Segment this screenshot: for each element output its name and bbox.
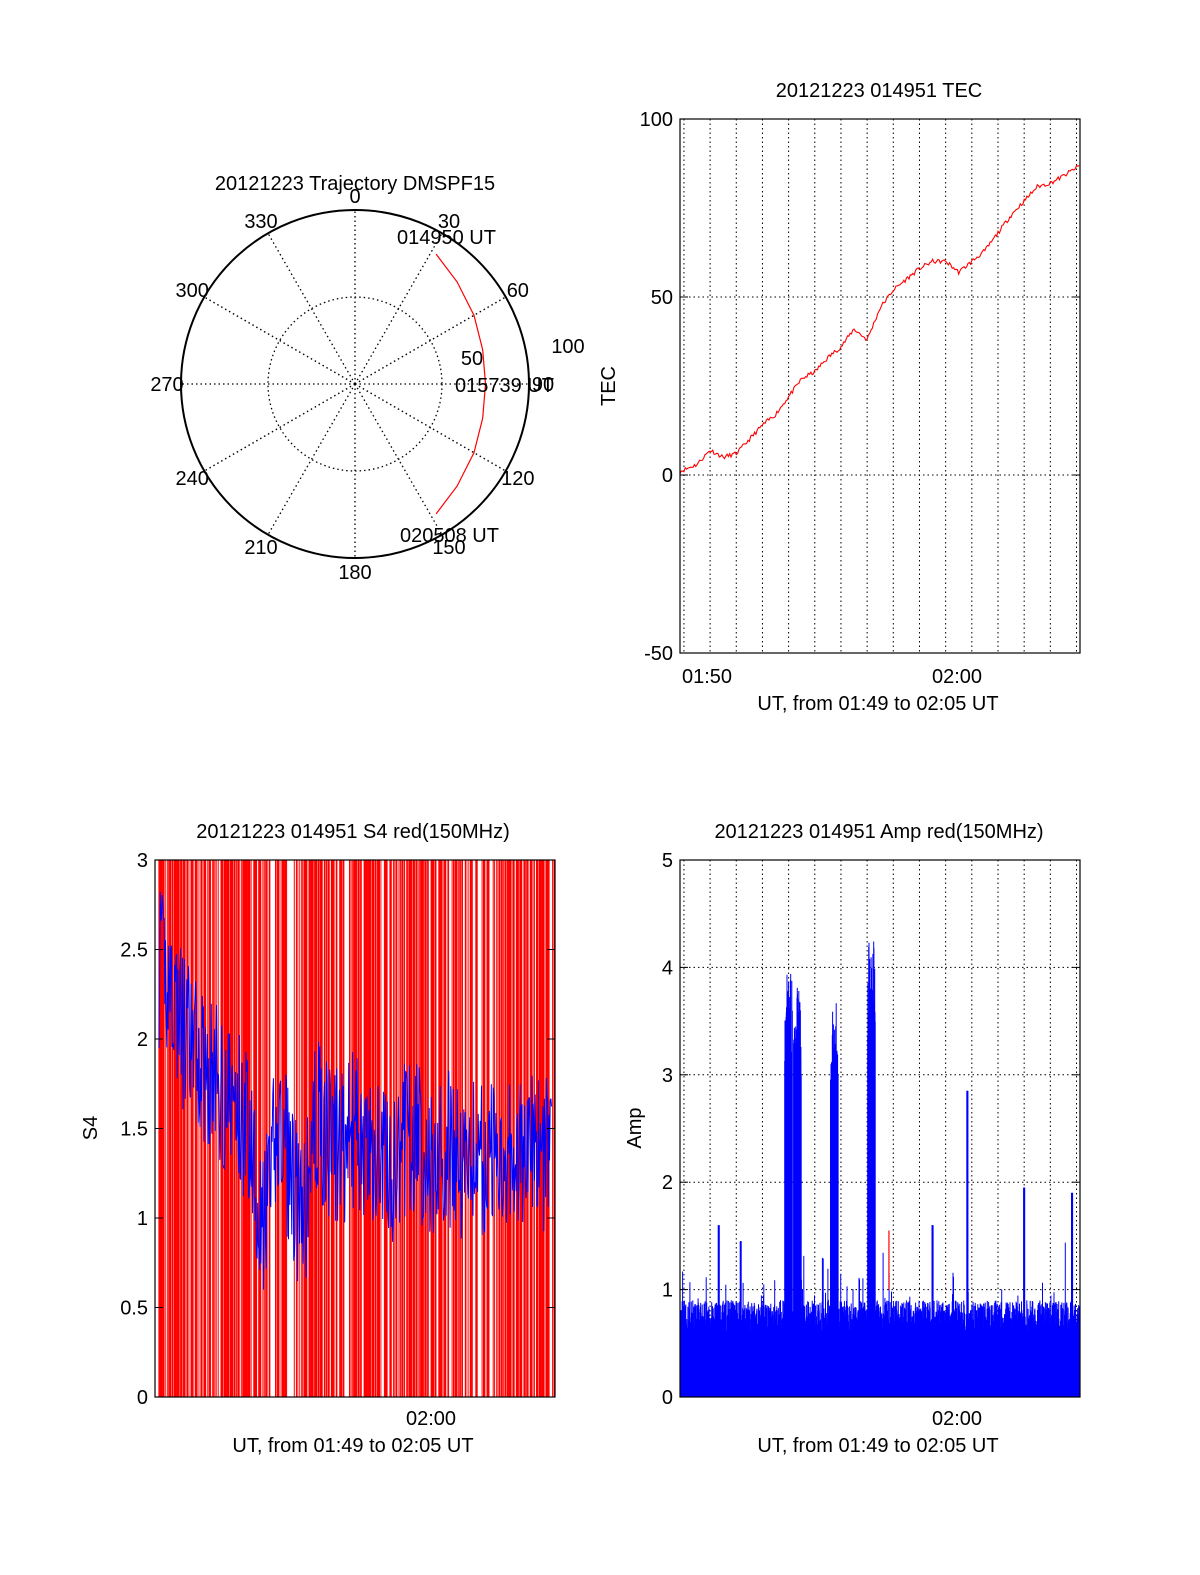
polar-angle-label-150: 150 <box>432 537 465 559</box>
polar-angle-label-210: 210 <box>244 537 277 559</box>
tec-ytick-label: -50 <box>644 643 673 665</box>
polar-angle-label-60: 60 <box>507 280 529 302</box>
amp-axes-frame <box>679 859 1081 1398</box>
amp-ylabel: Amp <box>624 1107 646 1148</box>
polar-angle-label-330: 330 <box>244 211 277 233</box>
tec-plot-area: -50 0 50 100 <box>640 109 1081 665</box>
polar-angle-label-300: 300 <box>175 280 208 302</box>
amp-ytick-label: 2 <box>662 1172 673 1194</box>
polar-spoke-60 <box>354 296 507 385</box>
amp-plot-area: 0 1 2 3 4 5 <box>662 850 1081 1409</box>
polar-spoke-240 <box>203 383 356 472</box>
s4-ytick-label: 1 <box>137 1208 148 1230</box>
time-label-start: 014950 UT <box>397 227 496 249</box>
polar-angle-label-0: 0 <box>349 186 360 208</box>
polar-spoke-210 <box>267 383 356 536</box>
amp-xlabel: UT, from 01:49 to 02:05 UT <box>757 1435 998 1457</box>
tec-x-tick-0200: 02:00 <box>932 666 982 688</box>
tec-series-line <box>679 164 1080 474</box>
polar-grid <box>180 209 530 559</box>
time-label-middle: 015739 UT <box>455 375 554 397</box>
tec-ytick-label: 50 <box>651 287 673 309</box>
amp-title: 20121223 014951 Amp red(150MHz) <box>714 821 1043 843</box>
trajectory-track <box>435 253 487 515</box>
tec-ylabel: TEC <box>598 366 620 406</box>
tec-xlabel: UT, from 01:49 to 02:05 UT <box>757 693 998 715</box>
s4-x-tick-0200: 02:00 <box>406 1408 456 1430</box>
polar-angle-label-180: 180 <box>338 562 371 584</box>
tec-ytick-label: 100 <box>640 109 673 131</box>
amp-x-tick-0200: 02:00 <box>932 1408 982 1430</box>
amp-grid <box>680 860 1080 1397</box>
polar-angle-label-120: 120 <box>501 468 534 490</box>
s4-ytick-label: 3 <box>137 850 148 872</box>
s4-ytick-label: 1.5 <box>120 1119 148 1141</box>
polar-spoke-330 <box>267 232 356 385</box>
amp-ytick-label: 5 <box>662 850 673 872</box>
polar-spoke-120 <box>354 383 507 472</box>
s4-ytick-label: 2 <box>137 1029 148 1051</box>
tec-title: 20121223 014951 TEC <box>776 80 982 102</box>
polar-outer-circle <box>180 209 530 559</box>
tec-ytick-label: 0 <box>662 465 673 487</box>
polar-spoke-150 <box>354 383 443 536</box>
s4-ylabel: S4 <box>80 1116 102 1140</box>
polar-trajectory-panel: 20121223 Trajectory DMSPF15 0 30 60 90 120 15… <box>150 173 584 584</box>
polar-spoke-30 <box>354 232 443 385</box>
time-label-end: 020508 UT <box>400 525 499 547</box>
polar-angle-label-30: 30 <box>438 211 460 233</box>
polar-radius-label-50: 50 <box>461 348 483 370</box>
s4-plot-area: 0 0.5 1 1.5 2 2.5 3 <box>120 850 556 1409</box>
tec-x-tick-0150: 01:50 <box>682 666 732 688</box>
s4-ytick-label: 2.5 <box>120 940 148 962</box>
amp-panel: 20121223 014951 Amp red(150MHz) 0 1 2 3 4 5 0… <box>624 821 1081 1457</box>
polar-angle-label-240: 240 <box>175 468 208 490</box>
polar-angle-label-270: 270 <box>150 374 183 396</box>
tec-axes-frame <box>679 118 1081 654</box>
polar-title: 20121223 Trajectory DMSPF15 <box>215 173 495 195</box>
polar-spoke-300 <box>203 296 356 385</box>
s4-panel: 20121223 014951 S4 red(150MHz) 0 0.5 1 1.5 2… <box>80 821 556 1457</box>
amp-ytick-label: 4 <box>662 957 673 979</box>
s4-ytick-label: 0 <box>137 1387 148 1409</box>
s4-blue-series-line <box>158 891 552 1290</box>
amp-ytick-label: 1 <box>662 1280 673 1302</box>
tec-grid <box>680 119 1080 653</box>
s4-ytick-label: 0.5 <box>120 1298 148 1320</box>
amp-ytick-label: 0 <box>662 1387 673 1409</box>
s4-xlabel: UT, from 01:49 to 02:05 UT <box>232 1435 473 1457</box>
amp-ytick-label: 3 <box>662 1065 673 1087</box>
tec-panel: 20121223 014951 TEC -50 0 50 100 01:50 02:0… <box>598 80 1081 715</box>
polar-angle-labels: 0 30 60 90 120 150 180 210 240 270 300 330 <box>150 186 554 584</box>
s4-title: 20121223 014951 S4 red(150MHz) <box>196 821 510 843</box>
polar-angle-label-90: 90 <box>532 374 554 396</box>
polar-radius-label-100: 100 <box>551 336 584 358</box>
